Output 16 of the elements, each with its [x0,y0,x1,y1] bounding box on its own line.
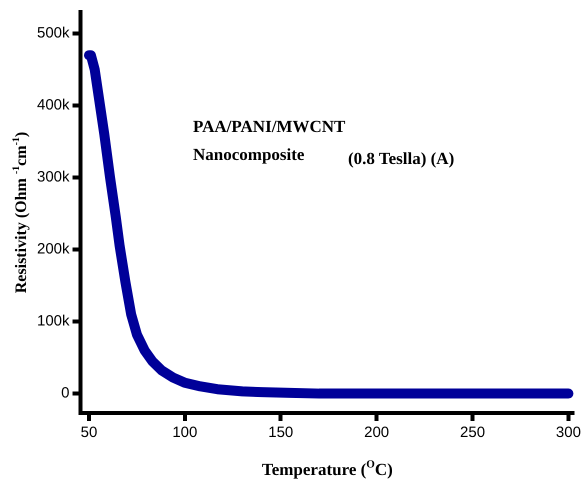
x-tick-label: 250 [460,424,486,442]
y-tick-label: 200k [36,240,70,258]
x-tick-label: 50 [80,424,98,442]
y-axis-title: Resistivity (Ohm -1cm-1) [10,132,30,294]
x-tick-label: 300 [556,424,581,442]
y-tick-label: 500k [36,24,70,42]
x-tick-label: 200 [364,424,390,442]
annotation: Nanocomposite [193,145,305,164]
y-tick-label: 400k [36,96,70,114]
y-tick-label: 0 [61,384,70,402]
annotation: (0.8 Teslla) (A) [348,149,454,168]
x-tick-label: 150 [268,424,294,442]
annotation: PAA/PANI/MWCNT [193,117,346,136]
y-tick-label: 300k [36,168,70,186]
y-tick-label: 100k [36,312,70,330]
x-tick-label: 100 [172,424,198,442]
